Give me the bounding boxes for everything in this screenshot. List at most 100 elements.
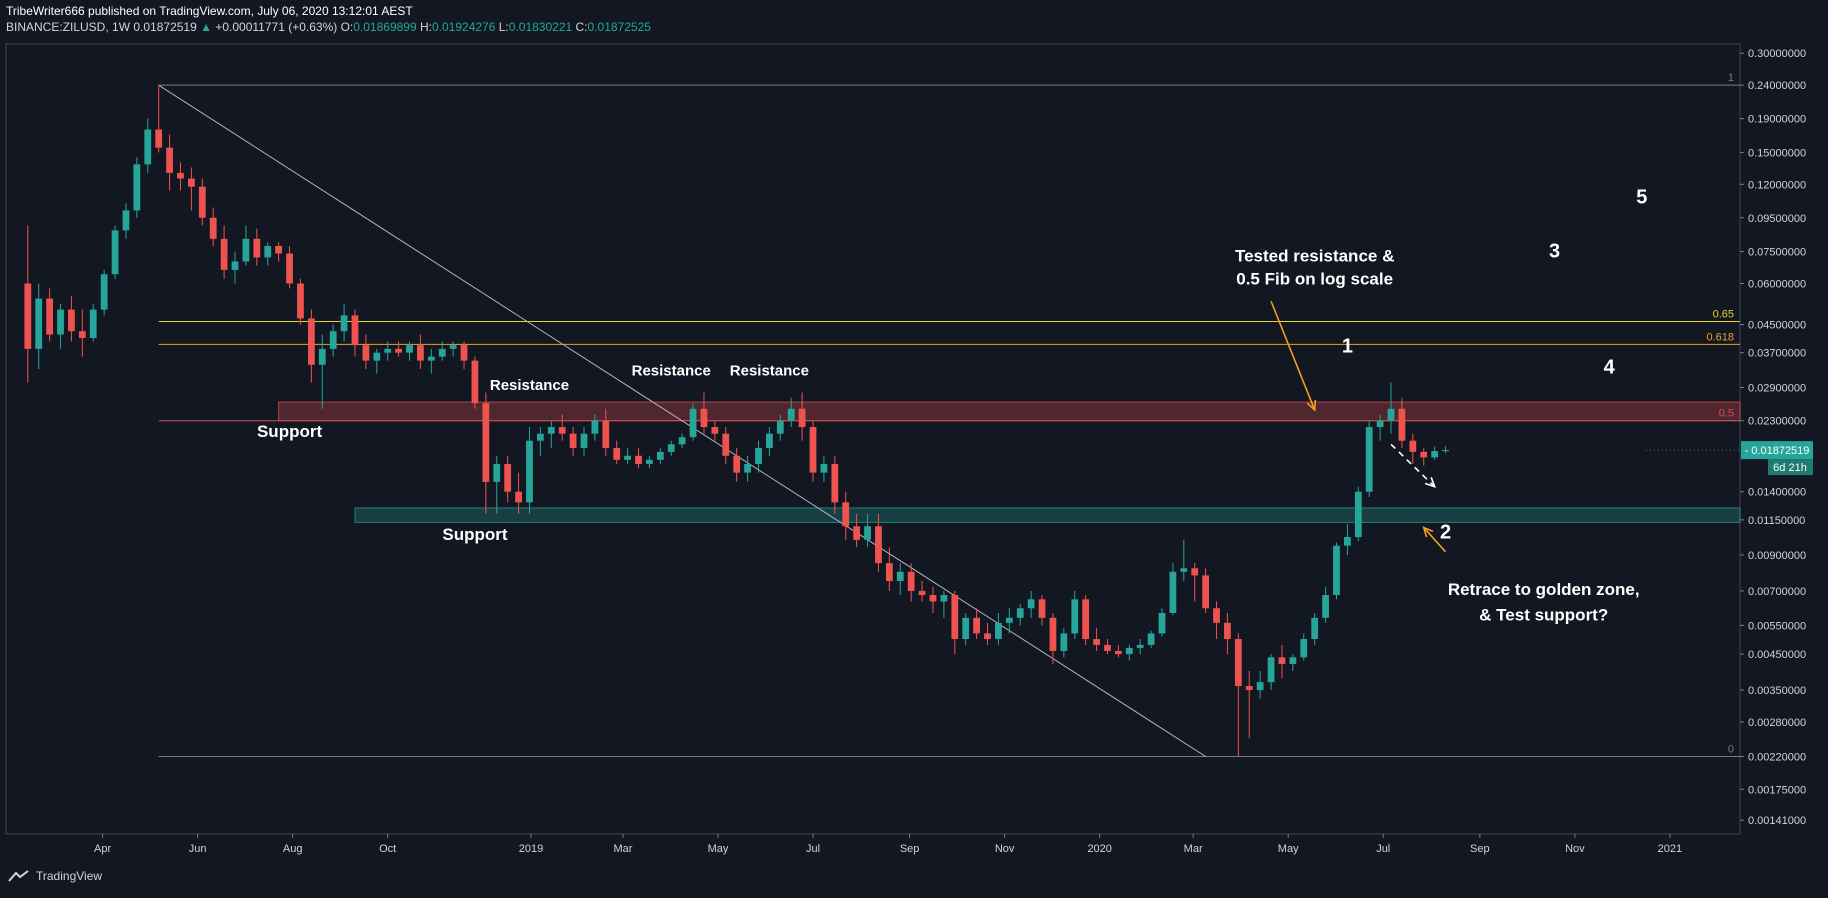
annotation-label: Resistance [490,377,569,394]
open-label: O: [340,20,354,34]
candle-body [831,463,839,503]
candle-body [78,331,86,338]
price-tick-label: 0.30000000 [1748,48,1806,60]
candle-body [1267,657,1275,683]
price-tick-label: 0.02900000 [1748,383,1806,395]
low-value: 0.01830221 [508,20,573,34]
candle-body [231,261,239,270]
candle-body [1038,599,1046,618]
candle-body [1049,617,1057,651]
candle-body [188,178,195,187]
high-label: H: [420,20,432,34]
candle-body [340,315,348,332]
price-tick-label: 0.24000000 [1748,80,1806,92]
candle-body [264,245,272,258]
annotation-arrow [1423,527,1447,553]
candle-body [842,502,850,527]
candle-body [57,309,64,335]
candle-body [711,427,719,434]
candle-body [1333,545,1340,596]
fib-level-label: 0.618 [1706,331,1734,343]
candle-body [35,298,43,349]
price-tick-label: 0.00700000 [1748,586,1806,598]
candle-body [1093,639,1100,645]
time-tick-label: Nov [1565,843,1585,855]
candle-body [776,420,784,434]
candle-body [984,633,991,640]
candle-body [307,318,315,365]
annotation-label: Tested resistance & [1235,246,1394,265]
candle-body [1311,617,1319,640]
resistance-zone [278,401,1741,422]
time-tick-label: Apr [94,843,111,855]
fib-level-label: 0 [1728,744,1734,756]
candle-body [275,245,283,254]
annotation-label: 5 [1636,186,1647,208]
candle-body [460,345,468,361]
time-tick-label: Jun [189,843,207,855]
candle-body [198,186,206,218]
candle-body [1322,595,1329,618]
candle-body [1398,408,1406,441]
candle-body [1082,599,1090,640]
candle-body [362,345,370,361]
tradingview-logo-icon[interactable] [8,869,30,883]
candle-body [1071,599,1079,634]
candle-body [1365,427,1373,492]
candle-body [1245,686,1253,691]
candle-body [722,433,730,456]
candle-body [798,408,806,428]
candle-body [536,433,544,441]
candle-body [395,348,402,353]
candle-body [896,571,904,582]
candle-body [1289,657,1297,664]
candle-body [1016,608,1024,618]
candle-body [580,433,588,449]
candle-body [678,437,686,445]
annotation-label: Support [442,525,507,544]
candle-body [1147,633,1155,645]
price-tick-label: 0.02300000 [1748,416,1806,428]
candle-body [144,129,152,165]
candle-body [427,356,435,361]
close-value: 0.01872525 [587,20,651,34]
annotation-arrow [1270,300,1316,411]
candle-body [875,526,882,564]
low-label: L: [498,20,509,34]
candle-body [166,147,173,173]
candle-body [504,463,512,492]
candle-body [351,315,359,346]
candle-body [864,526,871,540]
candle-body [1180,568,1188,572]
price-tick-label: 0.07500000 [1748,247,1806,259]
open-value: 0.01869899 [353,20,417,34]
candle-body [1344,537,1351,546]
fib-level-label: 1 [1728,72,1734,84]
candle-body [624,455,632,460]
footer-brand[interactable]: TradingView [36,869,103,883]
footer: TradingView [8,869,102,883]
time-tick-label: May [1278,843,1299,855]
candle-body [995,622,1002,640]
candle-body [329,331,337,349]
price-tick-label: 0.01400000 [1748,487,1806,499]
candle-body [635,455,642,464]
time-tick-label: Jul [806,843,820,855]
publisher-line: TribeWriter666 published on TradingView.… [6,4,413,18]
close-label: C: [575,20,588,34]
candle-body [569,433,577,449]
candle-body [111,230,119,275]
annotation-label: 0.5 Fib on log scale [1236,270,1393,289]
candle-body [547,427,555,434]
time-tick-label: Mar [1184,843,1203,855]
candle-body [1431,451,1439,458]
price-tick-label: 0.00175000 [1748,784,1806,796]
candle-body [1387,408,1395,421]
price-tick-label: 0.15000000 [1748,147,1806,159]
last-price-label: - 0.01872519 [1745,445,1810,457]
candle-body [1234,639,1242,687]
candle-body [1191,568,1199,576]
symbol-label[interactable]: BINANCE:ZILUSD, 1W [6,20,131,34]
candle-body [449,345,457,349]
